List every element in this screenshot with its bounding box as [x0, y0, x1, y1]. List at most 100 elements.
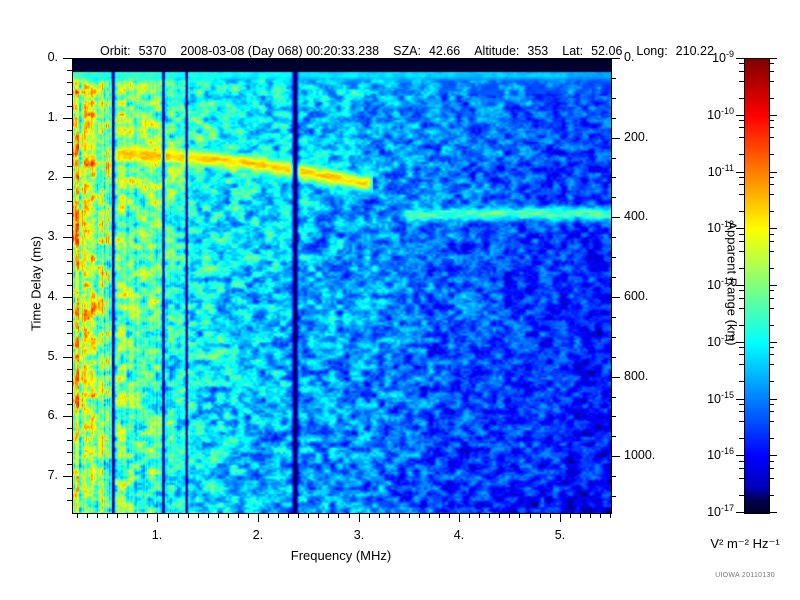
x-minor-tick [469, 513, 470, 518]
colorbar-major-tick [769, 58, 777, 59]
x-minor-tick [248, 513, 249, 518]
colorbar-major-tick [736, 115, 744, 116]
colorbar-units-text: V² m⁻² Hz⁻¹ [710, 536, 780, 551]
x-minor-tick [600, 513, 601, 518]
x-minor-tick [610, 513, 611, 518]
colorbar-tick-exponent: -9 [725, 49, 734, 59]
y-minor-tick [67, 500, 72, 501]
x-tick-label: 2. [252, 528, 264, 542]
colorbar-tick-label: 10-9 [682, 49, 734, 65]
colorbar-major-tick [736, 455, 744, 456]
colorbar-minor-tick [739, 404, 744, 405]
y-minor-tick [67, 106, 72, 107]
colorbar-minor-tick [739, 298, 744, 299]
colorbar-tick-mantissa: 10 [707, 392, 721, 407]
colorbar-minor-tick [769, 404, 774, 405]
y-major-tick [63, 476, 72, 477]
colorbar-minor-tick [769, 438, 774, 439]
colorbar-minor-tick [769, 468, 774, 469]
colorbar-minor-tick [739, 495, 744, 496]
x-minor-tick [238, 513, 239, 518]
colorbar-minor-tick [739, 290, 744, 291]
colorbar-minor-tick [739, 268, 744, 269]
colorbar-minor-tick [769, 290, 774, 291]
x-minor-tick [550, 513, 551, 518]
colorbar-tick-exponent: -12 [720, 219, 734, 229]
x-minor-tick [168, 513, 169, 518]
colorbar-tick-mantissa: 10 [707, 165, 722, 180]
colorbar-tick-label: 10-10 [682, 106, 734, 122]
x-minor-tick [590, 513, 591, 518]
x-minor-tick [439, 513, 440, 518]
long-label: Long: [636, 44, 668, 58]
colorbar-minor-tick [769, 354, 774, 355]
y2-minor-tick [611, 78, 616, 79]
y-minor-tick [67, 261, 72, 262]
x-minor-tick [137, 513, 138, 518]
colorbar-minor-tick [739, 461, 744, 462]
colorbar-major-tick [769, 455, 777, 456]
orbit-value: 5370 [138, 44, 167, 58]
y2-major-tick [611, 456, 620, 457]
y2-major-tick [611, 58, 620, 59]
y2-minor-tick [611, 337, 616, 338]
colorbar-minor-tick [739, 251, 744, 252]
colorbar-minor-tick [769, 325, 774, 326]
y2-tick-label: 0. [624, 50, 635, 64]
colorbar-tick-label: 10-14 [682, 333, 734, 349]
colorbar-tick-exponent: -15 [720, 390, 734, 400]
x-minor-tick [77, 513, 78, 518]
y-minor-tick [67, 249, 72, 250]
y2-minor-tick [611, 397, 616, 398]
colorbar-minor-tick [739, 127, 744, 128]
colorbar-major-tick [736, 399, 744, 400]
colorbar-minor-tick [769, 381, 774, 382]
colorbar-tick-mantissa: 10 [707, 335, 721, 350]
colorbar-minor-tick [769, 234, 774, 235]
colorbar-tick-exponent: -11 [721, 163, 734, 173]
x-minor-tick [268, 513, 269, 518]
colorbar-minor-tick [769, 120, 774, 121]
colorbar-minor-tick [769, 63, 774, 64]
colorbar-minor-tick [739, 325, 744, 326]
colorbar-major-tick [736, 228, 744, 229]
colorbar-units-label: V² m⁻² Hz⁻¹ [690, 536, 800, 552]
colorbar-minor-tick [769, 127, 774, 128]
x-minor-tick [389, 513, 390, 518]
y2-minor-tick [611, 158, 616, 159]
colorbar-major-tick [769, 228, 777, 229]
sza-value: 42.66 [428, 44, 461, 58]
y2-minor-tick [611, 436, 616, 437]
x-minor-tick [208, 513, 209, 518]
x-minor-tick [369, 513, 370, 518]
colorbar-minor-tick [739, 308, 744, 309]
colorbar-tick-mantissa: 10 [707, 108, 721, 123]
colorbar-minor-tick [739, 98, 744, 99]
y2-tick-label: 600. [624, 289, 649, 303]
y2-minor-tick [611, 118, 616, 119]
x-minor-tick [540, 513, 541, 518]
colorbar-major-tick [769, 115, 777, 116]
colorbar-minor-tick [739, 354, 744, 355]
y2-minor-tick [611, 257, 616, 258]
y-minor-tick [67, 440, 72, 441]
colorbar-tick-mantissa: 10 [707, 221, 721, 236]
colorbar-minor-tick [739, 120, 744, 121]
y2-minor-tick [611, 416, 616, 417]
y-minor-tick [67, 213, 72, 214]
colorbar-minor-tick [739, 154, 744, 155]
y-tick-label: 0. [47, 50, 58, 64]
y-minor-tick [67, 309, 72, 310]
x-minor-tick [409, 513, 410, 518]
x-minor-tick [308, 513, 309, 518]
y-major-tick [63, 357, 72, 358]
colorbar-major-tick [769, 512, 777, 513]
y-minor-tick [67, 142, 72, 143]
y-major-tick [63, 177, 72, 178]
x-minor-tick [399, 513, 400, 518]
y-minor-tick [67, 452, 72, 453]
y-minor-tick [67, 381, 72, 382]
colorbar-major-tick [769, 342, 777, 343]
y-minor-tick [67, 225, 72, 226]
